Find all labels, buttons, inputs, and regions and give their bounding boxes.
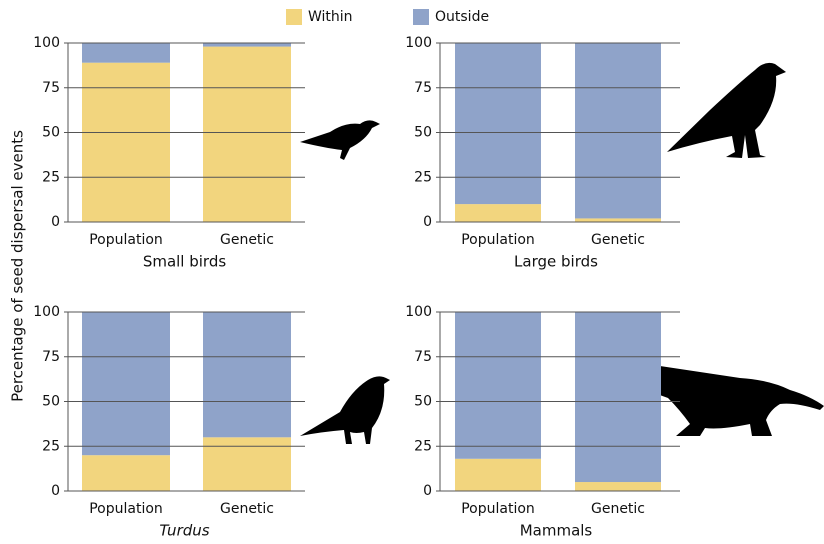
bar-segment xyxy=(82,312,170,455)
bar-segment xyxy=(203,312,291,437)
bar-segment xyxy=(203,437,291,491)
bar-segment xyxy=(455,204,541,222)
x-tick-label: Population xyxy=(89,501,163,517)
bar-segment xyxy=(455,43,541,204)
bar-segment xyxy=(575,312,661,482)
y-tick-label: 0 xyxy=(423,483,432,499)
y-tick-label: 25 xyxy=(414,169,432,185)
panel-title: Turdus xyxy=(159,522,209,540)
y-tick-label: 100 xyxy=(33,304,60,320)
y-tick-label: 100 xyxy=(405,35,432,51)
y-tick-label: 100 xyxy=(33,35,60,51)
legend-swatch xyxy=(413,9,429,25)
y-tick-label: 50 xyxy=(414,394,432,410)
small-bird-icon xyxy=(300,120,380,160)
y-tick-label: 0 xyxy=(423,214,432,230)
legend-label: Within xyxy=(308,9,353,25)
y-tick-label: 75 xyxy=(42,349,60,365)
y-tick-label: 0 xyxy=(51,483,60,499)
bar-segment xyxy=(82,455,170,491)
y-tick-label: 50 xyxy=(42,125,60,141)
legend-label: Outside xyxy=(435,9,489,25)
y-tick-label: 25 xyxy=(42,438,60,454)
bar-segment xyxy=(203,47,291,222)
bar-segment xyxy=(455,459,541,491)
bar-segment xyxy=(575,482,661,491)
y-tick-label: 75 xyxy=(414,349,432,365)
x-tick-label: Population xyxy=(89,232,163,248)
y-tick-label: 75 xyxy=(414,80,432,96)
y-tick-label: 50 xyxy=(414,125,432,141)
x-tick-label: Genetic xyxy=(220,501,274,517)
y-axis-label: Percentage of seed dispersal events xyxy=(9,130,27,402)
bar-segment xyxy=(203,43,291,47)
y-tick-label: 50 xyxy=(42,394,60,410)
bar-segment xyxy=(82,43,170,63)
bar-segment xyxy=(455,312,541,459)
y-tick-label: 25 xyxy=(42,169,60,185)
panel-title: Large birds xyxy=(514,253,598,271)
legend-swatch xyxy=(286,9,302,25)
y-tick-label: 25 xyxy=(414,438,432,454)
turdus-icon xyxy=(300,376,390,444)
x-tick-label: Genetic xyxy=(220,232,274,248)
bar-segment xyxy=(575,43,661,218)
x-tick-label: Population xyxy=(461,501,535,517)
crow-icon xyxy=(667,63,786,158)
chart: Within Outside Percentage of seed disper… xyxy=(0,0,824,540)
x-tick-label: Population xyxy=(461,232,535,248)
y-tick-label: 75 xyxy=(42,80,60,96)
y-tick-label: 100 xyxy=(405,304,432,320)
bar-segment xyxy=(82,63,170,222)
panel-title: Small birds xyxy=(143,253,227,271)
x-tick-label: Genetic xyxy=(591,232,645,248)
y-tick-label: 0 xyxy=(51,214,60,230)
bar-segment xyxy=(575,218,661,222)
panel-title: Mammals xyxy=(520,522,593,540)
x-tick-label: Genetic xyxy=(591,501,645,517)
